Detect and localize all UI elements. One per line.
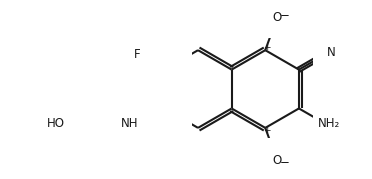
Text: +: + (263, 43, 270, 52)
Text: F: F (134, 48, 140, 61)
Text: NH: NH (121, 117, 138, 130)
Text: +: + (263, 126, 270, 135)
Text: NH₂: NH₂ (318, 117, 340, 130)
Text: O: O (273, 154, 282, 168)
Text: O: O (273, 11, 282, 24)
Text: −: − (280, 156, 290, 169)
Text: −: − (280, 9, 290, 22)
Text: N: N (327, 46, 336, 59)
Text: HO: HO (47, 117, 65, 130)
